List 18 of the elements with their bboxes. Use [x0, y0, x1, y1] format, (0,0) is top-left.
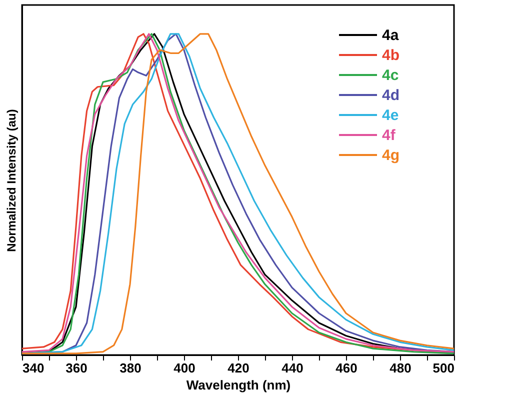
x-tick-label: 400 [174, 360, 196, 376]
legend-label: 4a [382, 27, 400, 44]
legend-label: 4f [382, 127, 396, 144]
x-tick-label: 360 [66, 360, 88, 376]
y-axis-title: Normalized Intensity (au) [4, 109, 18, 252]
legend-label: 4e [382, 107, 399, 124]
x-tick-label: 500 [432, 360, 454, 376]
x-tick-label: 340 [22, 360, 44, 376]
x-tick-label: 480 [390, 360, 412, 376]
legend-label: 4b [382, 47, 400, 64]
legend-label: 4c [382, 67, 399, 84]
x-tick-label: 420 [228, 360, 250, 376]
x-tick-label: 440 [282, 360, 304, 376]
x-axis-title: Wavelength (nm) [186, 378, 291, 392]
legend-label: 4d [382, 87, 400, 104]
legend-label: 4g [382, 147, 400, 164]
x-tick-label: 380 [120, 360, 142, 376]
x-tick-label: 460 [336, 360, 358, 376]
